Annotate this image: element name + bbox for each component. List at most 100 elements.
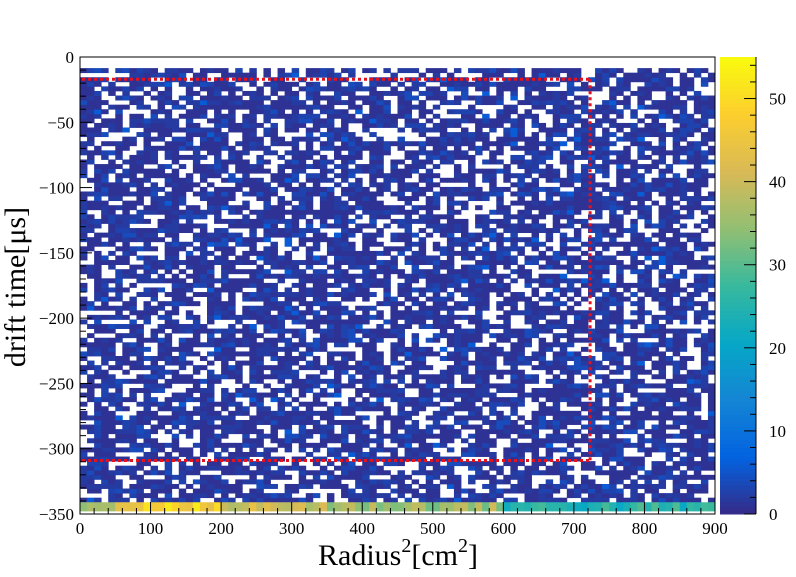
heatmap-cell — [291, 461, 300, 467]
heatmap-cell — [453, 483, 462, 489]
heatmap-cell — [496, 324, 504, 329]
heatmap-cell — [192, 273, 201, 279]
heatmap-cell — [341, 223, 349, 229]
heatmap-cell — [489, 419, 497, 425]
heatmap-cell — [595, 214, 603, 220]
heatmap-cell — [623, 150, 631, 156]
heatmap-cell — [439, 479, 448, 485]
heatmap-cell — [171, 287, 180, 293]
heatmap-cell — [637, 493, 645, 499]
heatmap-cell — [369, 205, 377, 211]
heatmap-cell — [326, 246, 335, 252]
heatmap-cell — [221, 479, 229, 485]
heatmap-cell — [376, 438, 384, 444]
heatmap-cell — [284, 182, 293, 188]
heatmap-cell — [524, 465, 532, 471]
heatmap-cell — [672, 150, 681, 156]
heatmap-cell — [566, 196, 575, 202]
heatmap-cell — [510, 406, 518, 412]
heatmap-cell — [439, 145, 448, 151]
heatmap-cell — [700, 260, 709, 266]
heatmap-cell — [192, 493, 201, 499]
heatmap-cell — [496, 433, 504, 439]
heatmap-cell — [686, 442, 695, 448]
heatmap-cell — [256, 177, 264, 183]
heatmap-cell — [503, 429, 511, 435]
heatmap-cell — [326, 447, 335, 453]
heatmap-cell — [517, 378, 525, 384]
heatmap-cell — [164, 351, 173, 357]
heatmap-cell — [411, 356, 420, 361]
heatmap-cell — [291, 342, 300, 348]
heatmap-cell — [637, 282, 645, 288]
heatmap-cell — [263, 205, 271, 211]
heatmap-cell — [221, 493, 229, 499]
heatmap-cell — [637, 465, 645, 471]
heatmap-cell — [221, 232, 229, 238]
heatmap-cell — [595, 388, 603, 393]
heatmap-cell — [686, 374, 695, 380]
heatmap-cell — [707, 273, 716, 279]
heatmap-cell — [108, 401, 116, 407]
heatmap-cell — [383, 497, 391, 503]
heatmap-cell — [552, 228, 561, 234]
heatmap-cell — [108, 168, 116, 174]
heatmap-cell — [686, 415, 695, 421]
heatmap-cell — [185, 264, 194, 270]
heatmap-cell — [355, 196, 363, 202]
heatmap-cell — [453, 200, 462, 206]
heatmap-cell — [228, 173, 236, 179]
heatmap-cell — [235, 378, 243, 384]
heatmap-cell — [185, 392, 194, 398]
heatmap-cell — [679, 269, 688, 275]
heatmap-cell — [545, 406, 554, 412]
heatmap-cell — [80, 415, 88, 421]
heatmap-cell — [319, 433, 328, 439]
heatmap-cell — [207, 337, 215, 343]
heatmap-cell — [566, 474, 575, 480]
heatmap-cell — [362, 388, 370, 393]
heatmap-cell — [475, 392, 483, 398]
heatmap-cell — [199, 228, 208, 234]
heatmap-cell — [531, 200, 540, 206]
heatmap-cell — [284, 474, 293, 480]
heatmap-cell — [101, 241, 109, 247]
heatmap-cell — [637, 474, 645, 480]
heatmap-cell — [341, 173, 349, 179]
heatmap-cell — [341, 296, 349, 302]
heatmap-cell — [595, 264, 603, 270]
heatmap-cell — [496, 255, 504, 261]
heatmap-cell — [341, 164, 349, 170]
heatmap-cell — [298, 260, 307, 266]
heatmap-cell — [326, 429, 335, 435]
heatmap-cell — [496, 260, 504, 266]
heatmap-cell — [616, 168, 624, 174]
heatmap-cell — [453, 392, 462, 398]
heatmap-cell — [270, 447, 278, 453]
heatmap-cell — [284, 223, 293, 229]
heatmap-cell — [242, 433, 250, 439]
heatmap-cell — [439, 374, 448, 380]
heatmap-cell — [552, 424, 561, 430]
heatmap-cell — [588, 333, 596, 339]
heatmap-cell — [517, 182, 525, 188]
heatmap-cell — [277, 424, 286, 430]
heatmap-cell — [616, 150, 624, 156]
heatmap-cell — [404, 314, 413, 320]
heatmap-cell — [404, 365, 413, 371]
heatmap-cell — [482, 196, 490, 202]
heatmap-cell — [341, 159, 349, 165]
heatmap-cell — [270, 250, 278, 256]
heatmap-cell — [475, 451, 483, 457]
heatmap-cell — [651, 333, 659, 339]
heatmap-cell — [326, 177, 335, 183]
heatmap-cell — [157, 173, 166, 179]
heatmap-cell — [566, 237, 575, 243]
heatmap-cell — [108, 196, 116, 202]
heatmap-cell — [136, 209, 144, 215]
heatmap-cell — [623, 209, 631, 215]
heatmap-cell — [524, 470, 532, 476]
heatmap-cell — [559, 360, 568, 366]
heatmap-cell — [256, 168, 264, 174]
heatmap-cell — [326, 273, 335, 279]
